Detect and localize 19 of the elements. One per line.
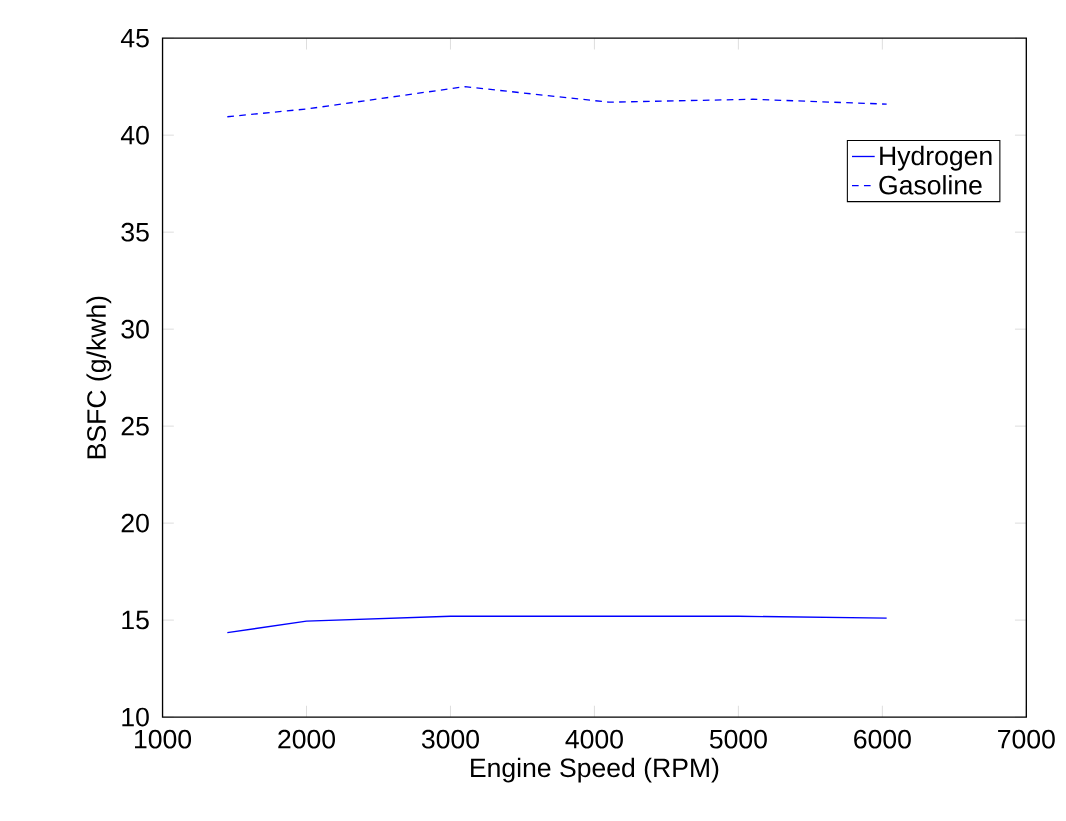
y-tick-label: 45 — [120, 28, 149, 48]
y-tick-label: 35 — [121, 222, 149, 242]
x-tick-label: 7000 — [998, 729, 1055, 749]
y-tick-label: 30 — [121, 319, 149, 339]
x-tick-label: 1000 — [135, 729, 192, 749]
y-tick-label: 15 — [122, 610, 149, 630]
x-tick-label: 6000 — [854, 729, 911, 749]
y-tick-label: 40 — [120, 125, 149, 145]
x-axis-title: Engine Speed (RPM) — [471, 757, 719, 783]
y-tick-label: 10 — [122, 707, 149, 727]
y-tick-label: 20 — [121, 513, 149, 533]
x-tick-label: 4000 — [565, 729, 623, 749]
legend-label: Gasoline — [879, 175, 982, 195]
y-tick-label: 25 — [121, 416, 149, 436]
y-axis-title: BSFC (g/kwh) — [86, 296, 112, 459]
x-tick-label: 2000 — [278, 729, 336, 749]
legend-label: Hydrogen — [880, 145, 992, 171]
x-tick-label: 3000 — [421, 729, 479, 749]
x-tick-label: 5000 — [709, 729, 767, 749]
